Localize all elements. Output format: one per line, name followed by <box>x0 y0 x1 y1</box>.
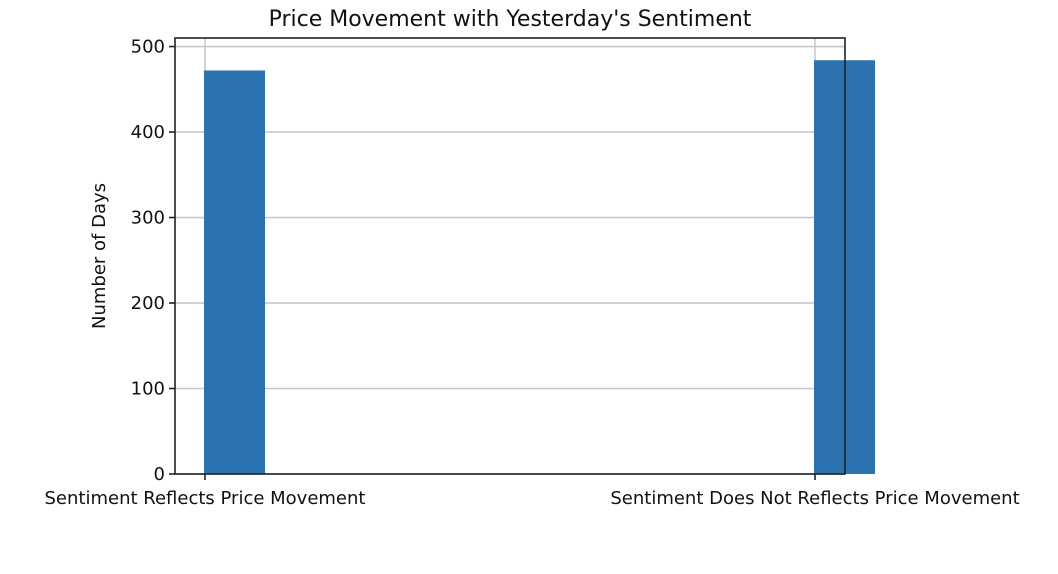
y-tick-label-100: 100 <box>131 379 165 400</box>
bars-layer <box>204 60 875 475</box>
y-axis-label: Number of Days <box>89 183 110 329</box>
y-tick-label-400: 400 <box>131 122 165 143</box>
y-tick-label-0: 0 <box>154 464 165 485</box>
plot-frame <box>174 37 846 475</box>
ticks-layer: 0 100 200 300 400 500 Sentiment Reflects Price… <box>45 37 1020 509</box>
chart-title: Price Movement with Yesterday's Sentimen… <box>269 7 752 32</box>
y-tick-label-200: 200 <box>131 293 165 314</box>
y-tick-label-500: 500 <box>131 37 165 58</box>
x-tick-label-1: Sentiment Does Not Reflects Price Moveme… <box>610 488 1019 509</box>
bar-0 <box>204 70 265 475</box>
grid-layer <box>175 38 845 475</box>
x-tick-label-0: Sentiment Reflects Price Movement <box>45 488 366 509</box>
y-tick-label-300: 300 <box>131 208 165 229</box>
